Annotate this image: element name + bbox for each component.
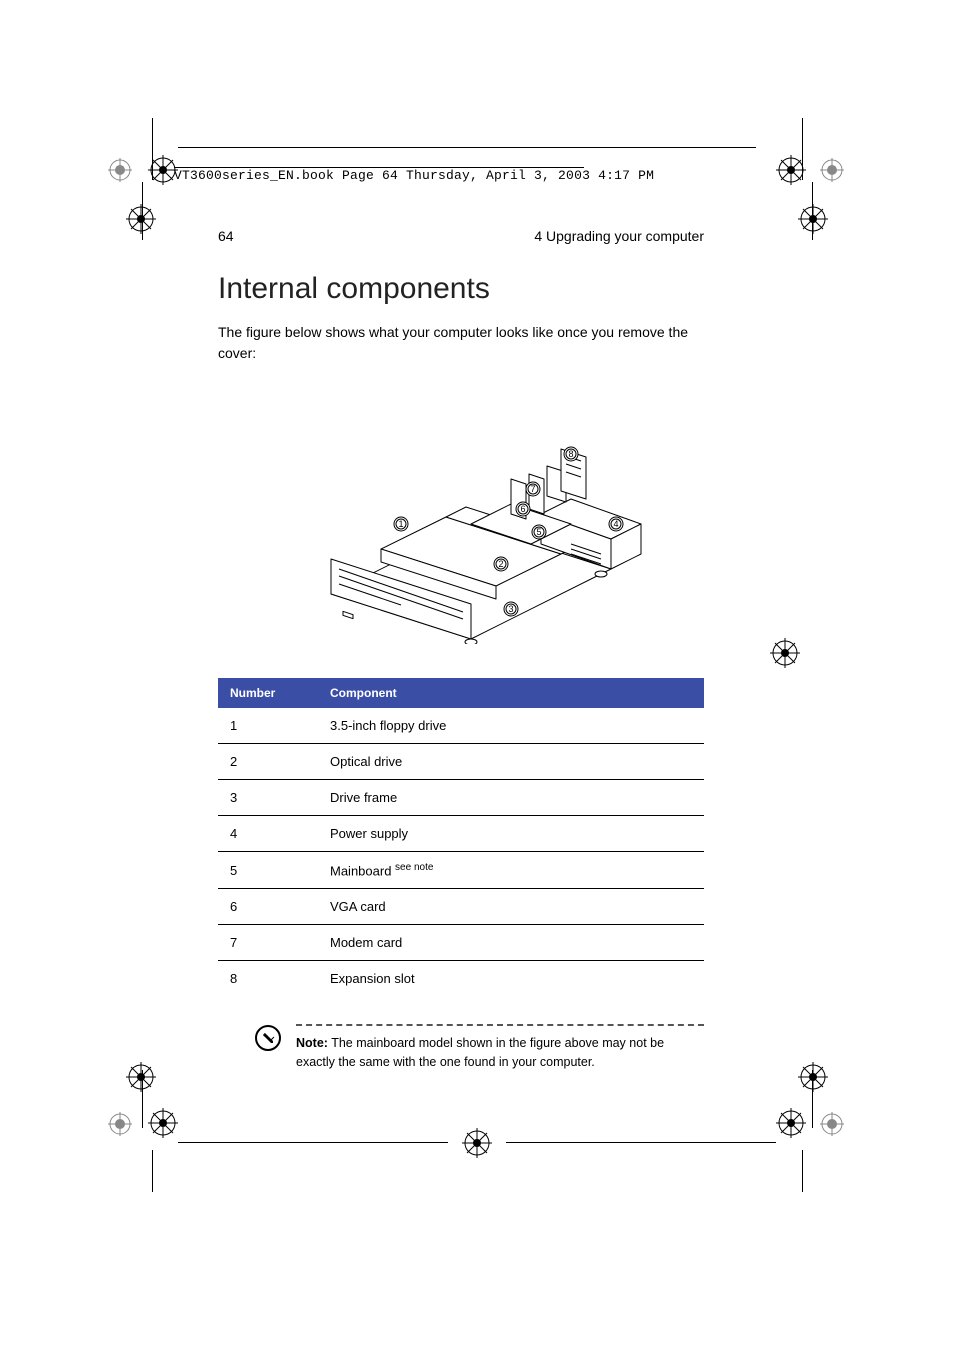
table-cell-component: Mainboard see note xyxy=(318,852,704,889)
note-label: Note: xyxy=(296,1036,328,1050)
internal-components-figure: 1 2 3 4 5 6 7 8 xyxy=(218,388,704,650)
svg-text:6: 6 xyxy=(520,504,525,514)
table-cell-number: 8 xyxy=(218,961,318,997)
table-cell-number: 1 xyxy=(218,708,318,744)
table-cell-component: VGA card xyxy=(318,889,704,925)
note-icon xyxy=(254,1024,282,1052)
svg-text:2: 2 xyxy=(498,559,503,569)
page-number: 64 xyxy=(218,228,234,244)
reg-mark-top-left-outer xyxy=(108,158,132,182)
crop-line-bottom-right xyxy=(506,1142,776,1143)
table-cell-component: Expansion slot xyxy=(318,961,704,997)
svg-text:7: 7 xyxy=(530,484,535,494)
note-divider xyxy=(296,1024,704,1026)
crop-line-top xyxy=(178,147,756,148)
table-cell-component: Power supply xyxy=(318,816,704,852)
table-cell-number: 2 xyxy=(218,744,318,780)
crop-line-top-right-v xyxy=(802,118,803,180)
table-cell-component: Optical drive xyxy=(318,744,704,780)
components-table: Number Component 13.5-inch floppy drive2… xyxy=(218,678,704,996)
reg-mark-bottom-left-outer xyxy=(108,1112,132,1136)
table-cell-number: 5 xyxy=(218,852,318,889)
reg-mark-bottom-right-inner xyxy=(776,1108,806,1138)
reg-mark-bottom-left-inner xyxy=(148,1108,178,1138)
table-row: 5Mainboard see note xyxy=(218,852,704,889)
page-title: Internal components xyxy=(218,272,704,306)
reg-mark-right-mid xyxy=(770,638,800,668)
table-cell-number: 4 xyxy=(218,816,318,852)
table-cell-component: Modem card xyxy=(318,925,704,961)
crop-line-bottom-right-v xyxy=(802,1150,803,1192)
intro-paragraph: The figure below shows what your compute… xyxy=(218,322,704,364)
table-cell-component: 3.5-inch floppy drive xyxy=(318,708,704,744)
table-row: 4Power supply xyxy=(218,816,704,852)
svg-text:8: 8 xyxy=(568,449,573,459)
reg-mark-left-lower xyxy=(126,1062,156,1092)
reg-mark-top-right-outer xyxy=(820,158,844,182)
crop-line-bottom-left xyxy=(178,1142,448,1143)
section-name: 4 Upgrading your computer xyxy=(534,228,704,244)
table-row: 8Expansion slot xyxy=(218,961,704,997)
table-row: 6VGA card xyxy=(218,889,704,925)
reg-mark-right-lower xyxy=(798,1062,828,1092)
table-cell-superscript: see note xyxy=(395,862,433,873)
table-cell-number: 3 xyxy=(218,780,318,816)
table-cell-number: 6 xyxy=(218,889,318,925)
table-cell-number: 7 xyxy=(218,925,318,961)
computer-isometric-icon: 1 2 3 4 5 6 7 8 xyxy=(271,394,651,644)
table-row: 2Optical drive xyxy=(218,744,704,780)
table-row: 3Drive frame xyxy=(218,780,704,816)
table-row: 7Modem card xyxy=(218,925,704,961)
crop-line-right-upper xyxy=(812,182,813,240)
header-path: VT3600series_EN.book Page 64 Thursday, A… xyxy=(174,168,654,183)
note-block: Note: The mainboard model shown in the f… xyxy=(218,1024,704,1072)
running-head: 64 4 Upgrading your computer xyxy=(218,228,704,244)
crop-line-bottom-left-v xyxy=(152,1150,153,1192)
reg-mark-left-upper xyxy=(126,204,156,234)
note-body: Note: The mainboard model shown in the f… xyxy=(296,1024,704,1072)
table-row: 13.5-inch floppy drive xyxy=(218,708,704,744)
reg-mark-bottom-right-outer xyxy=(820,1112,844,1136)
reg-mark-bottom-center xyxy=(462,1128,492,1158)
table-cell-component: Drive frame xyxy=(318,780,704,816)
note-text: The mainboard model shown in the figure … xyxy=(296,1036,664,1069)
reg-mark-right-upper xyxy=(798,204,828,234)
svg-text:4: 4 xyxy=(613,519,618,529)
crop-line-top-left-v xyxy=(152,118,153,180)
page-content: 64 4 Upgrading your computer Internal co… xyxy=(218,228,704,1072)
table-header-component: Component xyxy=(318,678,704,708)
svg-text:3: 3 xyxy=(508,604,513,614)
svg-text:1: 1 xyxy=(398,519,403,529)
table-header-number: Number xyxy=(218,678,318,708)
svg-text:5: 5 xyxy=(536,527,541,537)
